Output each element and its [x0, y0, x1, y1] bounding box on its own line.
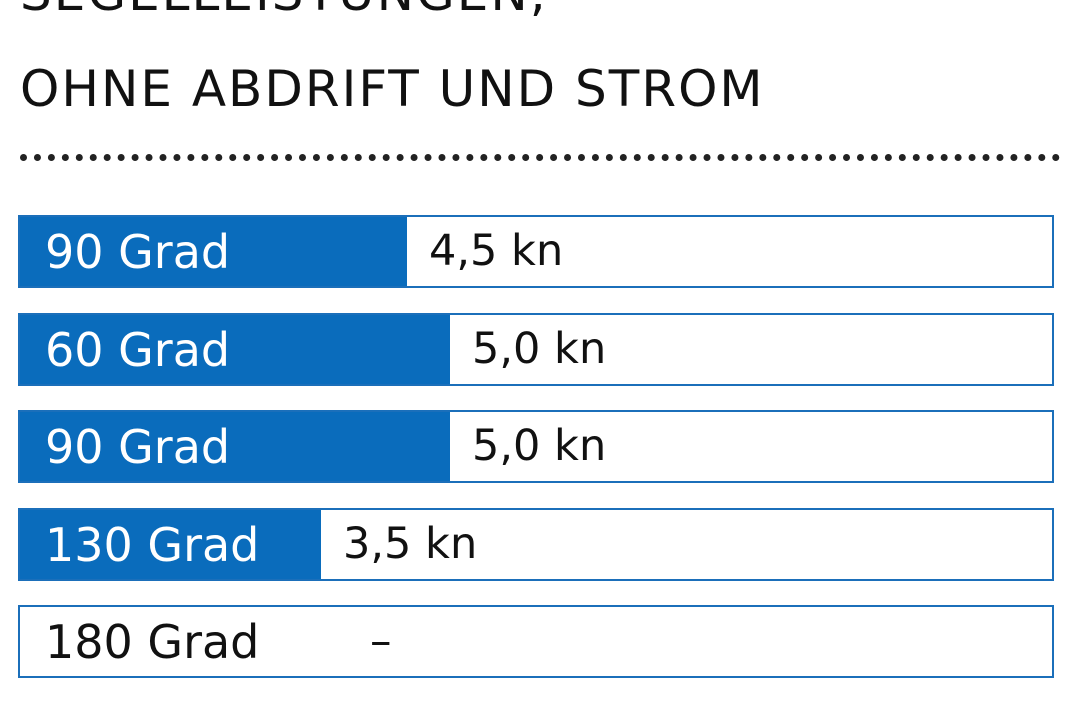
bar-category-label: 180 Grad — [45, 614, 260, 669]
bar-row: 60 Grad 5,0 kn — [18, 313, 1054, 386]
bar-row: 130 Grad 3,5 kn — [18, 508, 1054, 581]
dotted-divider — [20, 154, 1060, 161]
bar — [20, 510, 321, 579]
bar — [20, 217, 407, 286]
bar-category-label: 90 Grad — [45, 419, 231, 474]
bar-value-label: – — [370, 616, 392, 666]
bar-value-label: 4,5 kn — [429, 226, 564, 276]
bar-category-label: 90 Grad — [45, 224, 231, 279]
bar-category-label: 130 Grad — [45, 517, 260, 572]
bar-row: 90 Grad 4,5 kn — [18, 215, 1054, 288]
chart-title-line-2: OHNE ABDRIFT UND STROM — [20, 60, 765, 118]
bar-category-label: 60 Grad — [45, 322, 231, 377]
bar-value-label: 5,0 kn — [472, 421, 607, 471]
bar-row: 90 Grad 5,0 kn — [18, 410, 1054, 483]
bar — [20, 412, 450, 481]
bar-value-label: 5,0 kn — [472, 324, 607, 374]
bar — [20, 315, 450, 384]
bar-row: 180 Grad – — [18, 605, 1054, 678]
chart-title-line-1: SEGELLEISTUNGEN, — [20, 0, 548, 18]
bar-value-label: 3,5 kn — [343, 519, 478, 569]
